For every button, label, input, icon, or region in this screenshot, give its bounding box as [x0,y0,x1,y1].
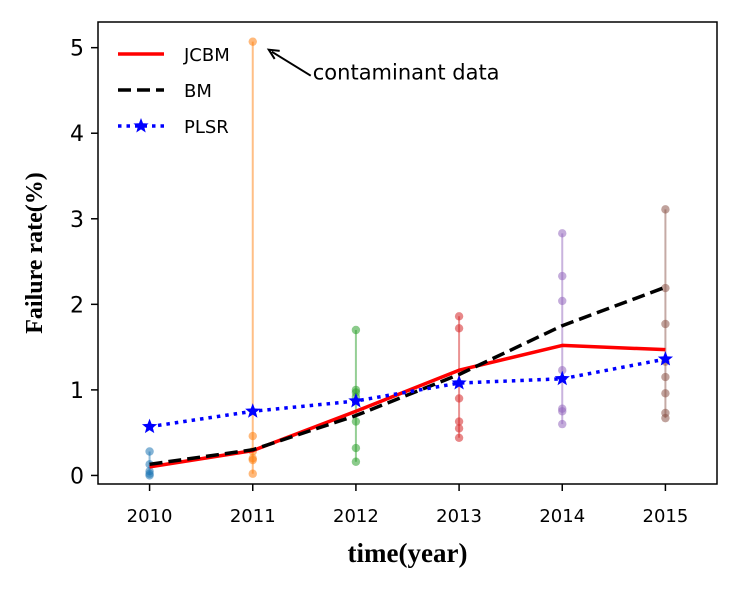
y-tick-label: 0 [70,464,84,489]
observation-point [558,271,567,281]
observation-point [661,319,670,329]
annotation-label: contaminant data [313,61,500,85]
series-marker-plsr [348,393,364,408]
observation-point [454,417,464,426]
observation-point [351,457,361,466]
observation-point [661,389,670,398]
y-tick-label: 2 [70,293,84,318]
series-line-bm [149,285,667,467]
annotation-arrow-head [266,48,280,60]
plot-frame [97,21,718,485]
observation-point [558,296,567,306]
y-tick-label: 4 [70,122,84,147]
y-tick-label: 1 [70,379,84,404]
observation-group-2014 [558,229,567,429]
legend-label-plsr: PLSR [184,117,229,138]
observation-point [248,469,257,478]
observation-point [661,408,670,418]
observation-point [558,404,567,413]
series-marker-plsr [657,351,674,366]
y-tick-label: 3 [70,208,84,233]
x-tick-label: 2012 [333,506,379,527]
x-tick-label: 2015 [643,506,689,527]
y-axis-title: Failure rate(%) [22,172,48,334]
observation-point [661,372,670,382]
observation-point [248,454,257,463]
observation-point [558,419,567,429]
observation-point [661,283,670,293]
observation-point [454,324,464,333]
observation-point [145,447,154,456]
y-tick-label: 5 [70,37,84,62]
annotation: contaminant data [266,48,500,85]
legend-item-jcbm: JCBM [118,45,230,66]
x-axis-title: time(year) [348,538,468,568]
observation-point [454,424,464,433]
observation-point [351,417,361,426]
legend-item-bm: BM [118,81,212,102]
observation-point [558,229,567,238]
observation-point [248,431,257,441]
x-tick-label: 2013 [436,506,482,527]
legend-label-jcbm: JCBM [183,45,230,66]
observation-group-2011 [248,37,257,478]
x-tick-label: 2014 [539,506,585,527]
observation-group-2012 [351,325,361,466]
series-plsr [141,351,674,434]
legend-label-bm: BM [184,81,212,102]
observation-point [145,466,154,476]
observation-layer [145,37,670,480]
series-marker-plsr [451,375,467,390]
annotation-arrow-line [271,50,312,77]
observation-point [351,443,361,453]
observation-point [351,325,361,335]
observation-point [454,433,464,442]
series-marker-plsr [141,418,158,434]
observation-point [661,205,670,214]
x-tick-label: 2010 [127,506,173,527]
series-marker-plsr [245,403,261,418]
legend: JCBM BM PLSR [118,45,230,138]
series-bm [149,285,667,467]
series-layer [141,285,674,469]
series-marker-plsr [554,370,570,386]
observation-point [351,385,361,395]
observation-point [558,366,567,375]
observation-point [248,37,257,46]
x-tick-label: 2011 [230,506,276,527]
observation-point [454,312,464,321]
legend-item-plsr: PLSR [118,117,229,138]
series-line-plsr [149,357,666,429]
axes-layer: 2010 2011 2012 2013 2014 2015 0 1 2 3 4 5 [70,37,688,527]
observation-point [454,394,464,403]
legend-marker-plsr [133,118,149,133]
